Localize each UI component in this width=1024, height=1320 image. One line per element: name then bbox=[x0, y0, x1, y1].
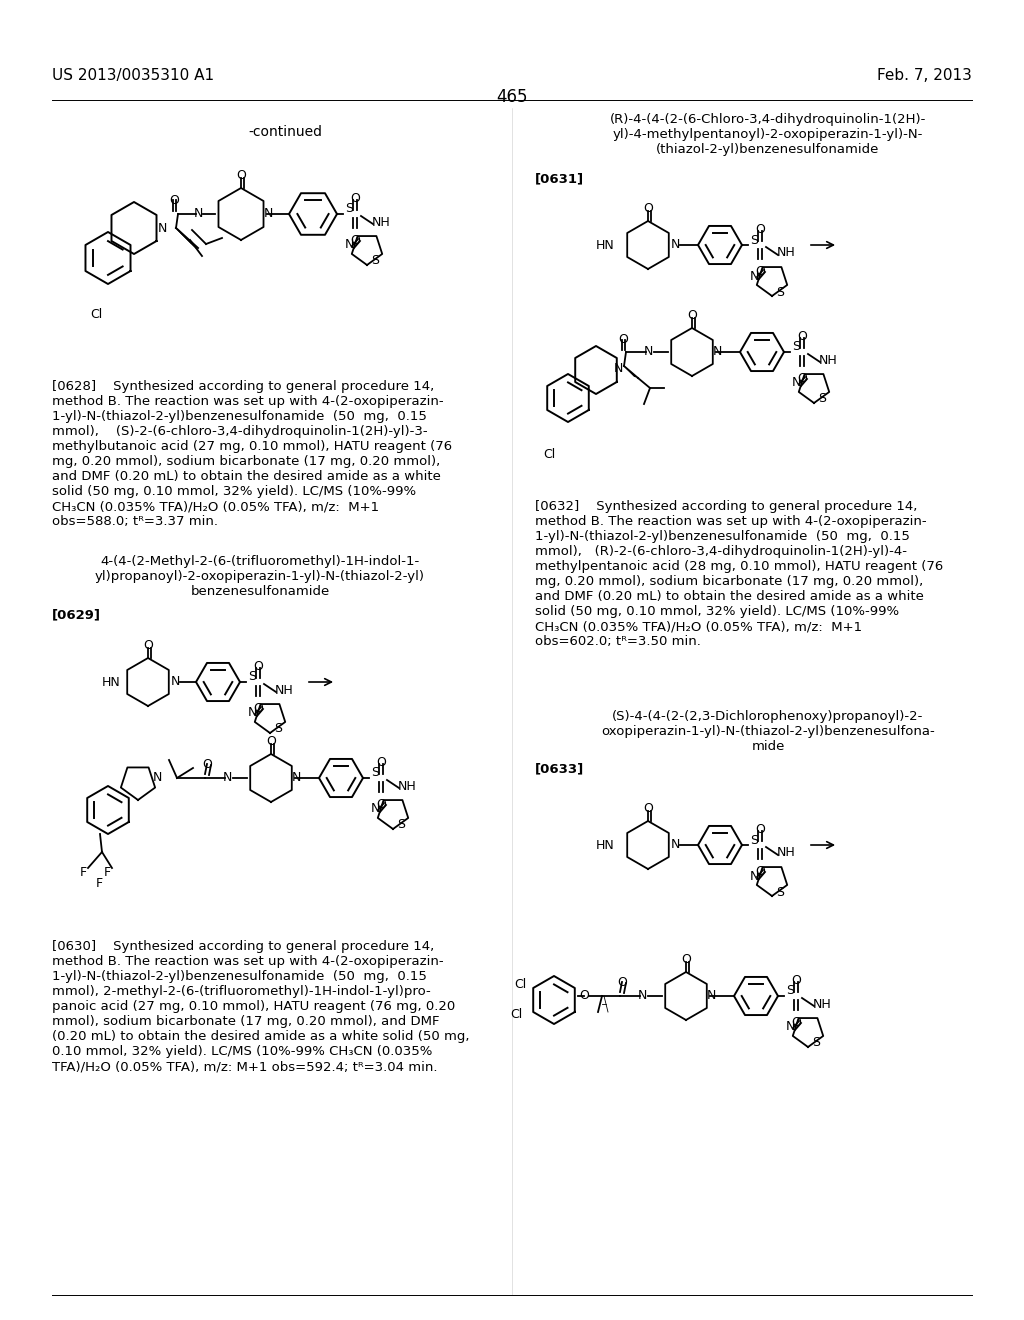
Text: N: N bbox=[792, 376, 801, 389]
Text: O: O bbox=[253, 702, 263, 715]
Text: N: N bbox=[371, 803, 380, 816]
Text: O: O bbox=[687, 309, 697, 322]
Text: HN: HN bbox=[102, 676, 121, 689]
Text: O: O bbox=[618, 333, 628, 346]
Text: F: F bbox=[104, 866, 112, 879]
Text: N: N bbox=[194, 207, 204, 220]
Text: S: S bbox=[750, 234, 758, 247]
Text: O: O bbox=[237, 169, 246, 182]
Text: O: O bbox=[797, 330, 807, 343]
Text: NH: NH bbox=[777, 846, 796, 859]
Text: O: O bbox=[681, 953, 691, 966]
Text: S: S bbox=[792, 341, 800, 354]
Text: NH: NH bbox=[777, 247, 796, 260]
Text: O: O bbox=[755, 223, 765, 236]
Text: US 2013/0035310 A1: US 2013/0035310 A1 bbox=[52, 69, 214, 83]
Text: HN: HN bbox=[596, 239, 614, 252]
Text: N: N bbox=[158, 222, 167, 235]
Text: (S)-4-(4-(2-(2,3-Dichlorophenoxy)propanoyl)-2-
oxopiperazin-1-yl)-N-(thiazol-2-y: (S)-4-(4-(2-(2,3-Dichlorophenoxy)propano… bbox=[601, 710, 935, 752]
Text: O: O bbox=[755, 265, 765, 279]
Text: O: O bbox=[797, 372, 807, 385]
Text: 465: 465 bbox=[497, 88, 527, 106]
Text: S: S bbox=[371, 255, 379, 268]
Text: N: N bbox=[644, 345, 653, 358]
Text: F: F bbox=[80, 866, 87, 879]
Text: [0628]    Synthesized according to general procedure 14,
method B. The reaction : [0628] Synthesized according to general … bbox=[52, 380, 453, 528]
Text: N: N bbox=[707, 989, 717, 1002]
Text: N: N bbox=[171, 675, 180, 688]
Text: NH: NH bbox=[819, 354, 838, 367]
Text: NH: NH bbox=[398, 780, 417, 792]
Text: O: O bbox=[617, 975, 627, 989]
Text: N: N bbox=[638, 989, 647, 1002]
Text: Cl: Cl bbox=[90, 308, 102, 321]
Text: N: N bbox=[292, 771, 301, 784]
Text: N: N bbox=[671, 838, 680, 851]
Text: S: S bbox=[750, 833, 758, 846]
Text: N: N bbox=[344, 239, 353, 252]
Text: F: F bbox=[96, 876, 103, 890]
Text: O: O bbox=[579, 989, 589, 1002]
Text: O: O bbox=[169, 194, 179, 207]
Text: N: N bbox=[153, 771, 163, 784]
Text: O: O bbox=[350, 234, 360, 247]
Text: O: O bbox=[253, 660, 263, 673]
Text: O: O bbox=[755, 865, 765, 878]
Text: Feb. 7, 2013: Feb. 7, 2013 bbox=[878, 69, 972, 83]
Text: O: O bbox=[202, 758, 212, 771]
Text: [0633]: [0633] bbox=[535, 762, 585, 775]
Text: O: O bbox=[643, 202, 653, 215]
Text: O: O bbox=[792, 974, 801, 987]
Text: Cl: Cl bbox=[514, 978, 526, 991]
Text: S: S bbox=[248, 671, 256, 684]
Text: O: O bbox=[376, 799, 386, 810]
Text: O: O bbox=[643, 803, 653, 814]
Text: Cl: Cl bbox=[543, 447, 555, 461]
Text: O: O bbox=[350, 191, 360, 205]
Text: S: S bbox=[345, 202, 353, 215]
Text: S: S bbox=[397, 818, 406, 832]
Text: O: O bbox=[792, 1016, 801, 1030]
Text: 4-(4-(2-Methyl-2-(6-(trifluoromethyl)-1H-indol-1-
yl)propanoyl)-2-oxopiperazin-1: 4-(4-(2-Methyl-2-(6-(trifluoromethyl)-1H… bbox=[95, 554, 425, 598]
Text: O: O bbox=[266, 735, 275, 748]
Text: N: N bbox=[264, 207, 273, 220]
Text: N: N bbox=[614, 362, 624, 375]
Text: N: N bbox=[785, 1020, 795, 1034]
Text: O: O bbox=[143, 639, 153, 652]
Text: S: S bbox=[776, 886, 784, 899]
Text: N: N bbox=[223, 771, 232, 784]
Text: S: S bbox=[274, 722, 282, 735]
Text: -continued: -continued bbox=[248, 125, 322, 139]
Text: Cl: Cl bbox=[510, 1008, 522, 1020]
Text: N: N bbox=[713, 345, 722, 358]
Text: S: S bbox=[818, 392, 826, 405]
Text: N: N bbox=[248, 706, 257, 719]
Text: O: O bbox=[755, 822, 765, 836]
Text: S: S bbox=[786, 985, 794, 998]
Text: NH: NH bbox=[813, 998, 831, 1011]
Text: S: S bbox=[371, 767, 379, 780]
Text: (R)-4-(4-(2-(6-Chloro-3,4-dihydroquinolin-1(2H)-
yl)-4-methylpentanoyl)-2-oxopip: (R)-4-(4-(2-(6-Chloro-3,4-dihydroquinoli… bbox=[610, 114, 926, 156]
Text: [0631]: [0631] bbox=[535, 172, 584, 185]
Text: NH: NH bbox=[372, 215, 391, 228]
Text: O: O bbox=[376, 756, 386, 770]
Text: S: S bbox=[812, 1036, 820, 1049]
Text: [0629]: [0629] bbox=[52, 609, 101, 620]
Text: N: N bbox=[750, 870, 759, 883]
Text: NH: NH bbox=[275, 684, 294, 697]
Text: HN: HN bbox=[596, 840, 614, 851]
Text: N: N bbox=[750, 269, 759, 282]
Text: [0630]    Synthesized according to general procedure 14,
method B. The reaction : [0630] Synthesized according to general … bbox=[52, 940, 469, 1073]
Text: S: S bbox=[776, 285, 784, 298]
Text: N: N bbox=[671, 238, 680, 251]
Text: [0632]    Synthesized according to general procedure 14,
method B. The reaction : [0632] Synthesized according to general … bbox=[535, 500, 943, 648]
